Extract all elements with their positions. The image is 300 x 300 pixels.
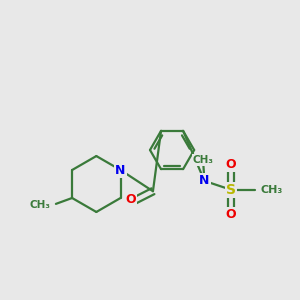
Text: S: S bbox=[226, 183, 236, 197]
Text: O: O bbox=[226, 158, 236, 171]
Text: O: O bbox=[125, 193, 136, 206]
Text: CH₃: CH₃ bbox=[261, 185, 283, 195]
Text: O: O bbox=[226, 208, 236, 221]
Text: CH₃: CH₃ bbox=[30, 200, 51, 210]
Text: N: N bbox=[116, 164, 126, 176]
Text: CH₃: CH₃ bbox=[193, 155, 214, 165]
Text: N: N bbox=[199, 174, 210, 188]
